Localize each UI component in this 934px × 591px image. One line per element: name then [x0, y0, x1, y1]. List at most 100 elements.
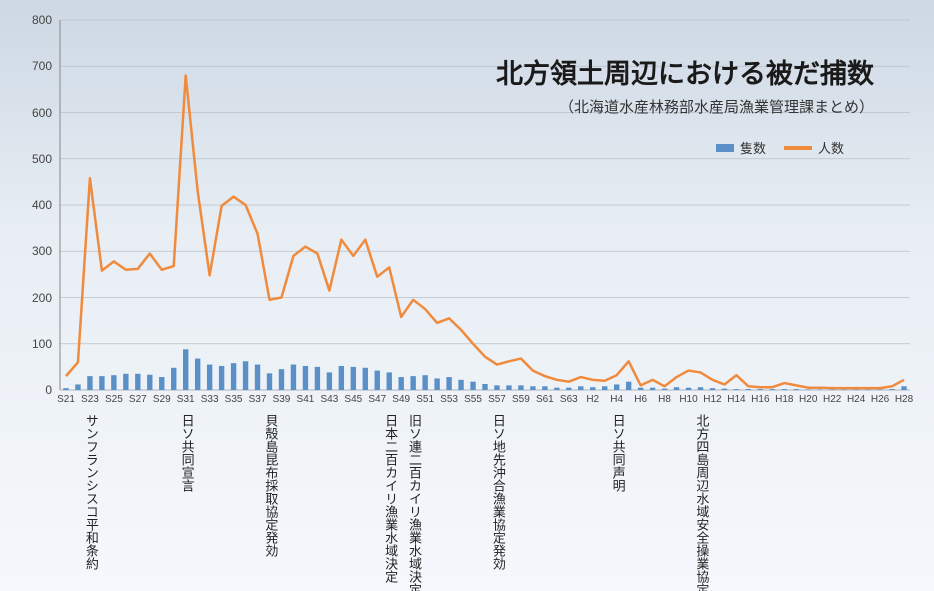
bar — [746, 389, 751, 390]
x-tick-label: H2 — [586, 394, 599, 405]
bar — [530, 386, 535, 390]
bar — [159, 377, 164, 390]
bar — [734, 389, 739, 390]
legend-line: 人数 — [784, 138, 844, 157]
bar — [375, 371, 380, 390]
x-tick-label: S57 — [488, 394, 506, 405]
bar — [219, 366, 224, 390]
bar — [410, 376, 415, 390]
bar — [626, 382, 631, 390]
x-tick-label: H18 — [775, 394, 793, 405]
x-tick-label: H24 — [847, 394, 865, 405]
legend: 隻数 人数 — [716, 138, 844, 157]
bar — [387, 372, 392, 390]
x-tick-label: S51 — [416, 394, 434, 405]
bar — [901, 386, 906, 390]
bar — [87, 376, 92, 390]
x-tick-label: S49 — [392, 394, 410, 405]
legend-bar-swatch — [716, 144, 734, 152]
bar — [722, 389, 727, 390]
chart-subtitle: （北海道水産林務部水産局漁業管理課まとめ） — [559, 96, 874, 117]
bar — [315, 367, 320, 390]
x-tick-label: H12 — [703, 394, 721, 405]
x-tick-label: S55 — [464, 394, 482, 405]
bar — [770, 389, 775, 390]
bar — [135, 374, 140, 390]
x-tick-label: H20 — [799, 394, 817, 405]
annotation: 北方四島周辺水域安全操業協定枠組発効 — [692, 414, 709, 591]
bar — [542, 386, 547, 390]
y-tick-label: 400 — [0, 198, 52, 212]
bar — [638, 388, 643, 390]
bar — [171, 368, 176, 390]
annotation: 旧ソ連二百カイリ漁業水域決定 — [405, 414, 422, 591]
x-tick-label: S35 — [225, 394, 243, 405]
bar — [195, 359, 200, 390]
x-tick-label: S43 — [320, 394, 338, 405]
bar — [782, 389, 787, 390]
bar — [662, 389, 667, 390]
annotation: 日ソ共同声明 — [609, 414, 626, 492]
x-tick-label: S25 — [105, 394, 123, 405]
x-tick-label: H28 — [895, 394, 913, 405]
bar — [482, 384, 487, 390]
bar — [123, 374, 128, 390]
annotation: サンフランシスコ平和条約 — [82, 414, 99, 570]
bar — [243, 361, 248, 390]
bar — [446, 377, 451, 390]
bar — [554, 388, 559, 390]
bar — [470, 382, 475, 390]
x-tick-label: S39 — [273, 394, 291, 405]
bar — [578, 386, 583, 390]
x-tick-label: H26 — [871, 394, 889, 405]
bar — [434, 378, 439, 390]
y-tick-label: 200 — [0, 291, 52, 305]
legend-bar: 隻数 — [716, 138, 766, 157]
bar — [518, 385, 523, 390]
legend-line-swatch — [784, 146, 812, 150]
x-tick-label: S31 — [177, 394, 195, 405]
x-tick-label: H16 — [751, 394, 769, 405]
bar — [267, 373, 272, 390]
x-tick-label: S27 — [129, 394, 147, 405]
bar — [111, 375, 116, 390]
bar — [183, 349, 188, 390]
bar — [279, 369, 284, 390]
legend-bar-label: 隻数 — [740, 138, 766, 157]
bar — [63, 388, 68, 390]
x-tick-label: S59 — [512, 394, 530, 405]
bar — [494, 385, 499, 390]
bar — [710, 388, 715, 390]
annotation: 貝殻島昆布採取協定発効 — [262, 414, 279, 557]
annotation: 日ソ地先沖合漁業協定発効 — [489, 414, 506, 570]
x-tick-label: H22 — [823, 394, 841, 405]
line-series — [66, 76, 904, 389]
x-tick-label: S63 — [560, 394, 578, 405]
bar — [614, 384, 619, 390]
bar — [303, 366, 308, 390]
y-tick-label: 700 — [0, 59, 52, 73]
x-tick-label: S47 — [368, 394, 386, 405]
x-tick-label: S53 — [440, 394, 458, 405]
x-tick-label: S33 — [201, 394, 219, 405]
annotation: 日ソ共同宣言 — [178, 414, 195, 492]
x-tick-label: S23 — [81, 394, 99, 405]
bar — [506, 385, 511, 390]
chart-title: 北方領土周辺における被だ捕数 — [496, 52, 874, 91]
annotation: 日本二百カイリ漁業水域決定 — [381, 414, 398, 583]
bar — [794, 389, 799, 390]
bar — [458, 380, 463, 390]
x-tick-label: S41 — [297, 394, 315, 405]
bar — [566, 388, 571, 390]
bar — [698, 387, 703, 390]
legend-line-label: 人数 — [818, 138, 844, 157]
bar — [147, 375, 152, 390]
y-tick-label: 0 — [0, 383, 52, 397]
bar — [231, 363, 236, 390]
y-tick-label: 600 — [0, 106, 52, 120]
bar — [255, 365, 260, 390]
bar — [422, 375, 427, 390]
bar — [75, 384, 80, 390]
y-tick-label: 800 — [0, 13, 52, 27]
bar — [327, 372, 332, 390]
